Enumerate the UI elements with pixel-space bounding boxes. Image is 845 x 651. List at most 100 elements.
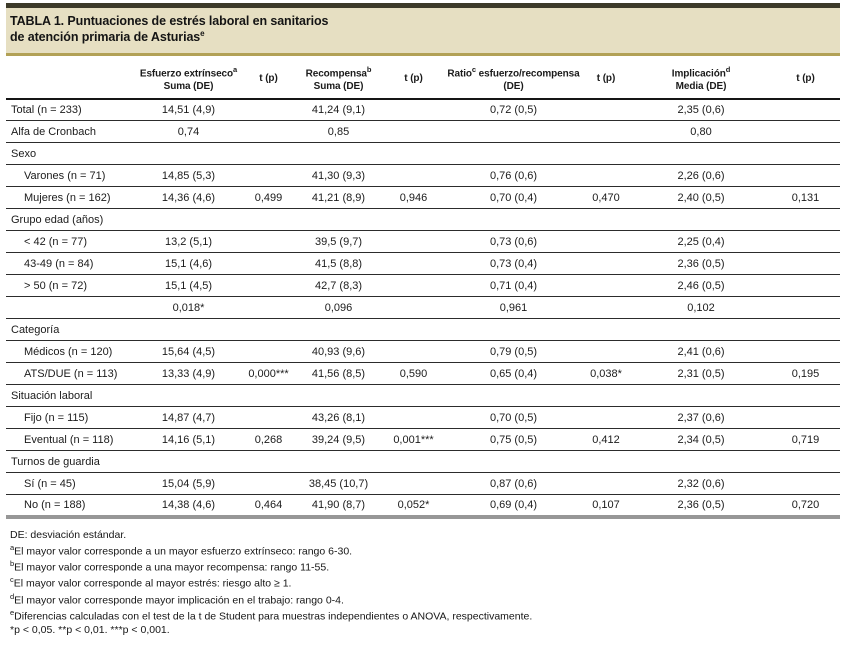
- table-row: Sí (n = 45) 15,04 (5,9) 38,45 (10,7) 0,87 (…: [6, 473, 840, 495]
- col-header-tp-3: t (p): [596, 73, 616, 85]
- col-header-esfuerzo: Esfuerzo extrínsecoa Suma (DE): [139, 64, 238, 92]
- table-row: < 42 (n = 77) 13,2 (5,1) 39,5 (9,7) 0,73 (0…: [6, 231, 840, 253]
- table-cell: [581, 473, 631, 495]
- table-cell: [241, 275, 296, 297]
- table-row: No (n = 188) 14,38 (4,6) 0,464 41,90 (8,7) 0…: [6, 495, 840, 518]
- table-cell: 14,87 (4,7): [161, 411, 216, 424]
- table-row: ATS/DUE (n = 113) 13,33 (4,9) 0,000*** 41,5…: [6, 363, 840, 385]
- table-row: Varones (n = 71) 14,85 (5,3) 41,30 (9,3) 0,…: [6, 165, 840, 187]
- table-cell: 0,096: [324, 301, 353, 314]
- table-cell: 2,31 (0,5): [677, 367, 725, 380]
- footnote-line: DE: desviación estándar.: [10, 529, 127, 542]
- table-cell: 42,7 (8,3): [314, 279, 363, 292]
- table-cell: 2,40 (0,5): [677, 191, 725, 204]
- table-cell: [381, 121, 446, 143]
- table-cell: [381, 275, 446, 297]
- table-cell: 39,24 (9,5): [311, 433, 366, 446]
- page: TABLA 1. Puntuaciones de estrés laboral …: [6, 3, 840, 636]
- table-cell: [771, 275, 840, 297]
- table-cell: 0,72 (0,5): [489, 104, 538, 117]
- footnote-line: bEl mayor valor corresponde a una mayor …: [10, 559, 330, 574]
- table-title-line1: TABLA 1. Puntuaciones de estrés laboral …: [10, 14, 329, 28]
- footnote-superscript: b: [10, 559, 15, 569]
- table-cell: 2,46 (0,5): [677, 279, 725, 292]
- section-row: Categoría: [6, 319, 840, 341]
- table-cell: 2,35 (0,6): [677, 104, 725, 117]
- table-cell: [581, 231, 631, 253]
- footnote-superscript: d: [10, 591, 15, 601]
- table-cell: 0,85: [327, 125, 350, 138]
- table-title-band: TABLA 1. Puntuaciones de estrés laboral …: [6, 3, 840, 56]
- col-header-implicacion: Implicaciónd Media (DE): [671, 64, 731, 92]
- row-label: Mujeres (n = 162): [24, 191, 111, 204]
- table-cell: 2,26 (0,6): [677, 169, 725, 182]
- table-cell: 2,37 (0,6): [677, 411, 725, 424]
- table-cell: [241, 407, 296, 429]
- table-row: Eventual (n = 118) 14,16 (5,1) 0,268 39,24 …: [6, 429, 840, 451]
- table-row: Mujeres (n = 162) 14,36 (4,6) 0,499 41,21 (…: [6, 187, 840, 209]
- footnote-superscript: a: [10, 543, 15, 553]
- table-cell: [581, 275, 631, 297]
- table-cell: [771, 253, 840, 275]
- table-cell: [771, 99, 840, 121]
- table-cell: [581, 407, 631, 429]
- table-cell: [581, 165, 631, 187]
- table-cell: [241, 253, 296, 275]
- col-header-ratio: Ratioc esfuerzo/recompensa (DE): [447, 64, 580, 92]
- row-label: 43-49 (n = 84): [24, 257, 94, 270]
- table-cell: 14,36 (4,6): [161, 191, 216, 204]
- table-cell: 14,16 (5,1): [161, 433, 216, 446]
- stress-scores-table: Esfuerzo extrínsecoa Suma (DE) t (p) Reco…: [6, 58, 840, 520]
- table-cell: 0,79 (0,5): [489, 345, 538, 358]
- table-cell: 40,93 (9,6): [311, 345, 366, 358]
- table-cell: 2,36 (0,5): [677, 257, 725, 270]
- table-title-line2: de atención primaria de Asturias: [10, 30, 201, 45]
- table-cell: 0,590: [399, 367, 428, 380]
- table-cell: [446, 121, 581, 143]
- table-cell: 0,719: [791, 433, 820, 446]
- table-cell: 2,34 (0,5): [677, 433, 725, 446]
- table-cell: 14,51 (4,9): [161, 104, 216, 117]
- table-cell: 0,052*: [397, 499, 430, 512]
- table-cell: [581, 99, 631, 121]
- table-cell: 14,85 (5,3): [161, 169, 216, 182]
- footnote-line: *p < 0,05. **p < 0,01. ***p < 0,001.: [10, 623, 170, 636]
- table-cell: 0,720: [791, 499, 820, 512]
- table-cell: 0,65 (0,4): [489, 367, 538, 380]
- table-cell: 0,69 (0,4): [489, 499, 538, 512]
- row-label: Alfa de Cronbach: [11, 125, 96, 138]
- table-cell: 0,470: [592, 191, 620, 204]
- table-cell: 41,30 (9,3): [311, 169, 366, 182]
- table-cell: 0,102: [687, 301, 715, 314]
- table-cell: 13,33 (4,9): [161, 367, 216, 380]
- table-cell: [771, 165, 840, 187]
- table-cell: 0,464: [254, 499, 283, 512]
- table-cell: [241, 341, 296, 363]
- table-cell: 15,1 (4,5): [164, 279, 213, 292]
- table-cell: 0,71 (0,4): [489, 279, 538, 292]
- table-cell: 43,26 (8,1): [311, 411, 366, 424]
- table-cell: 0,107: [592, 499, 620, 512]
- table-row: Alfa de Cronbach 0,74 0,85 0,80: [6, 121, 840, 143]
- table-cell: [381, 473, 446, 495]
- table-cell: [381, 231, 446, 253]
- row-label: Sí (n = 45): [24, 477, 76, 490]
- table-cell: 2,25 (0,4): [677, 235, 725, 248]
- table-cell: 0,75 (0,5): [489, 433, 538, 446]
- table-cell: [771, 473, 840, 495]
- table-cell: [771, 231, 840, 253]
- table-cell: 2,32 (0,6): [677, 477, 725, 490]
- table-cell: 0,195: [791, 367, 820, 380]
- table-cell: 0,000***: [248, 367, 289, 380]
- row-label: ATS/DUE (n = 113): [24, 367, 118, 380]
- section-row: Situación laboral: [6, 385, 840, 407]
- table-cell: 0,001***: [393, 433, 434, 446]
- table-cell: 14,38 (4,6): [161, 499, 216, 512]
- row-label: < 42 (n = 77): [24, 235, 87, 248]
- table-cell: [241, 99, 296, 121]
- table-cell: 0,038*: [590, 367, 622, 380]
- table-cell: [381, 341, 446, 363]
- table-cell: 0,131: [791, 191, 820, 204]
- section-row: Sexo: [6, 143, 840, 165]
- table-cell: 0,499: [254, 191, 283, 204]
